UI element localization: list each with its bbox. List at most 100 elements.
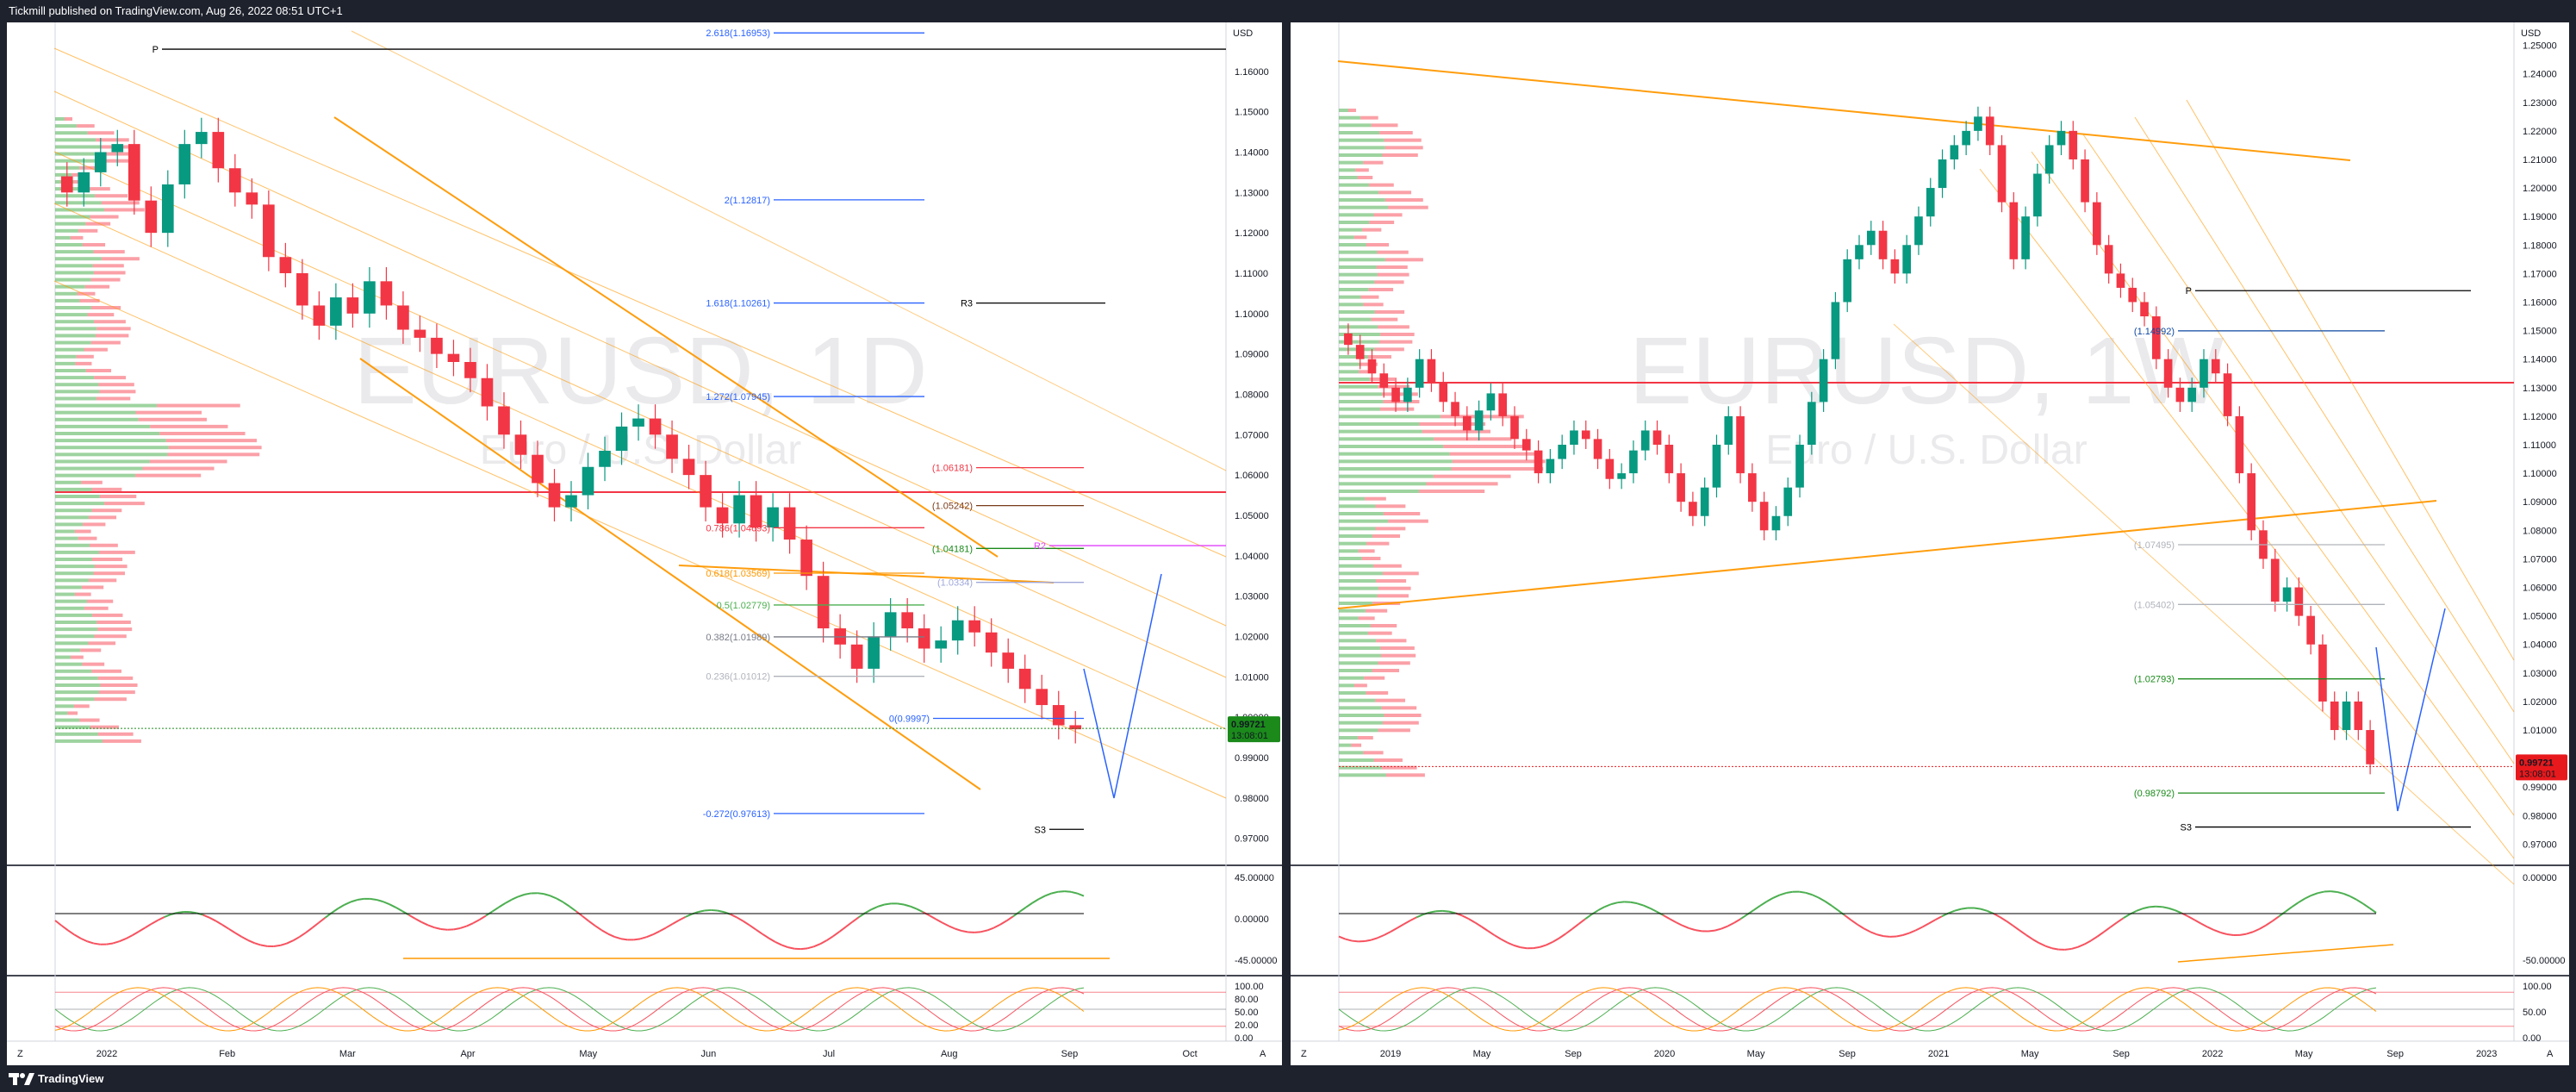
x-tick-label: May: [2295, 1049, 2313, 1059]
x-tick-label: May: [1473, 1049, 1491, 1059]
y-tick-label: 1.09000: [2523, 497, 2557, 508]
volume-profile-bar-down: [94, 697, 127, 702]
rsi-segment: [221, 924, 230, 930]
stoch-y-tick: 50.00: [1235, 1008, 1259, 1018]
candle-body: [2306, 615, 2315, 645]
rsi-segment: [806, 945, 814, 950]
volume-profile-bar-up: [55, 529, 75, 534]
tradingview-logo-icon[interactable]: [9, 1071, 34, 1087]
rsi-segment: [1070, 890, 1078, 895]
rsi-segment: [1883, 935, 1890, 938]
candle-body: [1379, 373, 1389, 388]
volume-profile-bar-down: [1375, 527, 1406, 531]
rsi-segment: [1500, 938, 1509, 944]
rsi-segment: [1051, 890, 1059, 895]
level-label: S3: [2181, 823, 2192, 833]
y-tick-label: 1.07000: [1235, 430, 1269, 440]
volume-profile-bar-down: [1378, 325, 1409, 329]
y-tick-label: 1.11000: [2523, 440, 2556, 451]
volume-profile-bar-up: [55, 396, 97, 401]
rsi-segment: [1915, 926, 1923, 932]
rsi-segment: [87, 940, 95, 945]
volume-profile-bar-down: [138, 417, 208, 421]
footer-brand[interactable]: TradingView: [38, 1072, 104, 1085]
volume-profile-bar-down: [90, 306, 121, 309]
candle-body: [94, 152, 107, 172]
rsi-segment: [1993, 913, 2001, 918]
volume-profile-bar-down: [76, 354, 94, 359]
volume-profile-bar-up: [1339, 221, 1370, 224]
candle-body: [1463, 415, 1472, 431]
rsi-segment: [273, 944, 281, 947]
volume-profile-bar-up: [55, 124, 78, 128]
rsi-segment: [588, 920, 596, 927]
rsi-segment: [376, 899, 383, 903]
volume-profile-bar-down: [1368, 288, 1394, 291]
volume-profile-bar-up: [55, 585, 82, 590]
volume-profile-bar-up: [55, 264, 93, 268]
volume-profile-bar-up: [55, 131, 88, 135]
channel-line: [2082, 134, 2515, 764]
rsi-segment: [1669, 918, 1677, 924]
volume-profile-bar-up: [55, 271, 94, 275]
volume-profile-bar-up: [55, 621, 97, 624]
volume-profile-bar-down: [101, 257, 140, 261]
volume-profile-bar-up: [1339, 384, 1378, 389]
rsi-segment: [80, 937, 88, 943]
rsi-segment: [1494, 934, 1502, 940]
candle-body: [2021, 216, 2030, 259]
chart-panel-left[interactable]: EURUSD, 1D Euro / U.S. Dollar 2.618(1.1695…: [7, 22, 1282, 1065]
channel-line: [351, 30, 1227, 471]
rsi-segment: [755, 928, 763, 935]
candle-body: [868, 636, 880, 669]
x-tick-label: Sep: [1061, 1049, 1079, 1059]
rsi-segment: [1480, 926, 1489, 932]
y-tick-label: 1.16000: [1235, 67, 1269, 78]
volume-profile-bar-up: [1339, 176, 1358, 179]
volume-profile-bar-up: [55, 592, 75, 596]
volume-profile-bar-up: [1339, 653, 1382, 658]
rsi-segment: [762, 933, 769, 939]
candle-body: [918, 628, 930, 649]
rsi-segment: [2103, 927, 2112, 933]
rsi-segment: [1870, 931, 1877, 936]
rsi-segment: [2226, 933, 2234, 936]
rsi-segment: [961, 930, 968, 933]
volume-profile-bar-up: [55, 327, 97, 331]
candle-body: [565, 495, 577, 508]
volume-profile-bar-up: [1339, 355, 1368, 359]
rsi-segment: [1961, 907, 1969, 910]
volume-profile-bar-down: [81, 585, 104, 590]
volume-profile-bar-up: [55, 662, 83, 666]
rsi-segment: [2272, 915, 2280, 922]
candle-body: [279, 257, 292, 273]
volume-profile-bar-down: [1422, 429, 1491, 434]
volume-profile-bar-up: [1339, 317, 1372, 321]
candle-body: [1355, 345, 1365, 359]
y-tick-label: 0.98000: [2523, 811, 2557, 821]
rsi-segment: [639, 936, 647, 940]
volume-profile-bar-down: [1375, 579, 1407, 583]
candle-body: [229, 168, 241, 193]
rsi-segment: [2123, 913, 2131, 920]
rsi-segment: [2071, 945, 2079, 950]
volume-profile-bar-down: [1373, 758, 1403, 762]
rsi-segment: [1390, 927, 1398, 933]
rsi-segment: [311, 921, 320, 929]
chart-panel-right[interactable]: EURUSD, 1W Euro / U.S. Dollar P (1.14992) (1…: [1291, 22, 2569, 1065]
volume-profile-bar-up: [55, 439, 166, 443]
candle-body: [2116, 273, 2125, 288]
y-tick-label: 0.97000: [2523, 839, 2557, 850]
volume-profile-bar-down: [1359, 370, 1376, 374]
rsi-segment: [825, 935, 834, 942]
volume-profile-bar-down: [81, 480, 103, 484]
x-tick-label: May: [579, 1049, 597, 1059]
rsi-segment: [305, 927, 314, 933]
volume-profile-bar-down: [1365, 496, 1386, 501]
candle-body: [2187, 387, 2197, 402]
volume-profile-bar-up: [1339, 325, 1378, 329]
rsi-segment: [665, 923, 673, 929]
rsi-segment: [600, 929, 609, 935]
